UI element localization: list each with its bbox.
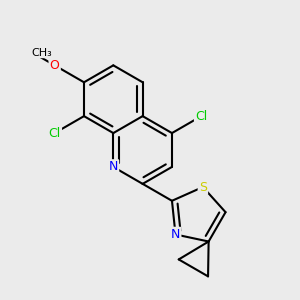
Text: O: O: [50, 59, 60, 72]
Text: N: N: [171, 228, 180, 241]
Text: Cl: Cl: [195, 110, 207, 123]
Text: CH₃: CH₃: [31, 48, 52, 58]
Text: Cl: Cl: [49, 127, 61, 140]
Text: S: S: [199, 181, 207, 194]
Text: N: N: [109, 160, 118, 173]
